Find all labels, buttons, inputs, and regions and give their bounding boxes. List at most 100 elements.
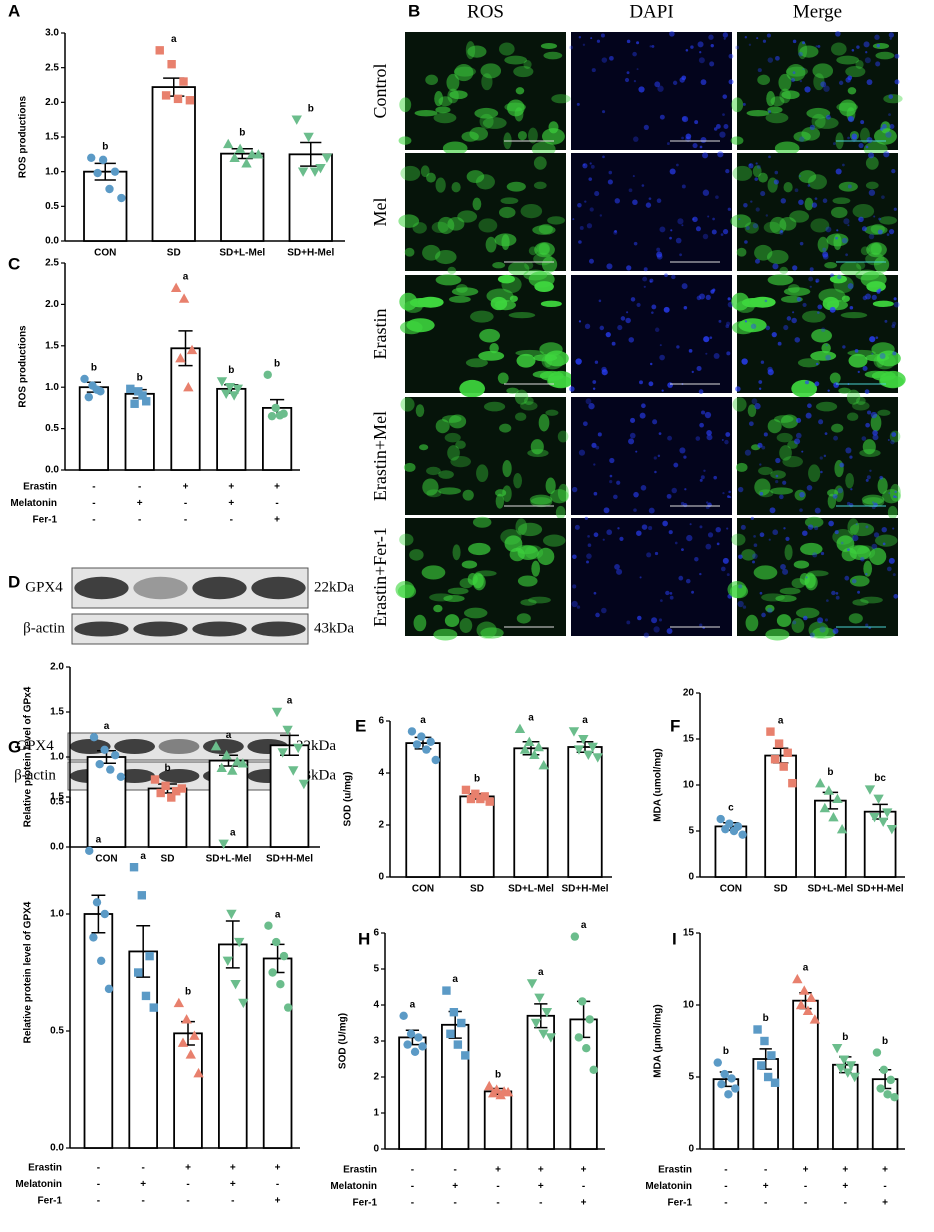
nucleus (750, 323, 757, 330)
data-point (533, 741, 544, 752)
data-point (283, 1003, 293, 1012)
blot-size: 43kDa (314, 620, 354, 636)
bar (269, 744, 310, 848)
bar (459, 795, 495, 878)
nucleus (842, 345, 846, 349)
treatment-sign: + (842, 1165, 848, 1176)
nucleus (866, 410, 872, 415)
data-point (721, 824, 730, 834)
cell (766, 90, 776, 107)
cell (839, 99, 857, 117)
nucleus (850, 488, 853, 491)
cell (735, 462, 748, 472)
nucleus (871, 543, 878, 550)
nucleus (669, 31, 675, 37)
nucleus (725, 168, 730, 174)
blot-label: GPX4 (16, 738, 54, 754)
cell (730, 214, 752, 228)
nucleus (609, 480, 613, 484)
treatment-name: Erastin (343, 1165, 377, 1176)
nucleus (865, 478, 869, 482)
nucleus (855, 523, 858, 526)
cell (800, 542, 823, 556)
nucleus (865, 623, 869, 627)
nucleus (847, 115, 855, 123)
treatment-sign: - (184, 515, 187, 526)
nucleus (755, 207, 760, 212)
nucleus (891, 432, 897, 437)
data-point (177, 1037, 189, 1047)
nucleus (802, 68, 805, 71)
nucleus (651, 617, 658, 624)
nucleus (643, 267, 648, 272)
nucleus (866, 137, 873, 144)
significance-letter: b (91, 363, 97, 374)
data-point (757, 1061, 766, 1070)
nucleus (626, 311, 629, 314)
nucleus (794, 337, 801, 343)
treatment-sign: + (274, 482, 280, 493)
cell (808, 464, 821, 483)
nucleus (699, 145, 703, 149)
blot-band (133, 576, 188, 600)
nucleus (857, 590, 861, 594)
bar (792, 999, 819, 1150)
nucleus (724, 439, 729, 445)
nucleus (630, 297, 636, 302)
cell (855, 396, 866, 406)
nucleus (794, 438, 801, 445)
nucleus (666, 142, 670, 146)
micrograph (730, 31, 903, 157)
treatment-sign: + (495, 1165, 501, 1176)
nucleus (796, 297, 802, 302)
cell (523, 269, 548, 281)
cell (515, 518, 528, 536)
nucleus (892, 573, 896, 577)
nucleus (663, 306, 670, 313)
nucleus (703, 469, 706, 472)
nucleus (648, 507, 655, 514)
nucleus (699, 525, 703, 529)
cell (852, 203, 875, 219)
nucleus (722, 94, 728, 99)
nucleus (683, 305, 688, 310)
cell (848, 613, 863, 624)
x-tick-label: SD (774, 884, 788, 895)
nucleus (860, 120, 865, 125)
nucleus (767, 607, 773, 614)
nucleus (820, 470, 823, 474)
nucleus (807, 184, 811, 187)
treatment-sign: - (276, 1179, 279, 1190)
y-tick-label: 6 (378, 716, 384, 727)
cell (451, 287, 479, 296)
cell (532, 225, 556, 235)
nucleus (823, 85, 830, 92)
data-point (461, 785, 471, 795)
nucleus (575, 358, 582, 365)
cell (485, 236, 497, 253)
cell (779, 587, 801, 595)
nucleus (883, 151, 890, 158)
nucleus (895, 496, 898, 499)
nucleus (742, 605, 747, 609)
cell (872, 300, 894, 308)
cell (774, 141, 800, 156)
cell (513, 65, 534, 78)
data-point (731, 1084, 740, 1093)
cell (517, 575, 538, 587)
nucleus (759, 532, 765, 538)
data-point (155, 46, 164, 55)
nucleus (869, 336, 876, 343)
nucleus (641, 524, 648, 530)
y-tick-label: 0 (373, 1144, 379, 1155)
nucleus (792, 620, 797, 625)
nucleus (651, 304, 657, 310)
y-tick-label: 0.5 (45, 201, 59, 212)
column-header: ROS (467, 1, 504, 22)
data-point (529, 749, 540, 759)
nucleus (750, 200, 753, 203)
treatment-sign: - (138, 515, 141, 526)
nucleus (750, 516, 754, 521)
data-point (832, 793, 843, 803)
nucleus (601, 607, 607, 614)
